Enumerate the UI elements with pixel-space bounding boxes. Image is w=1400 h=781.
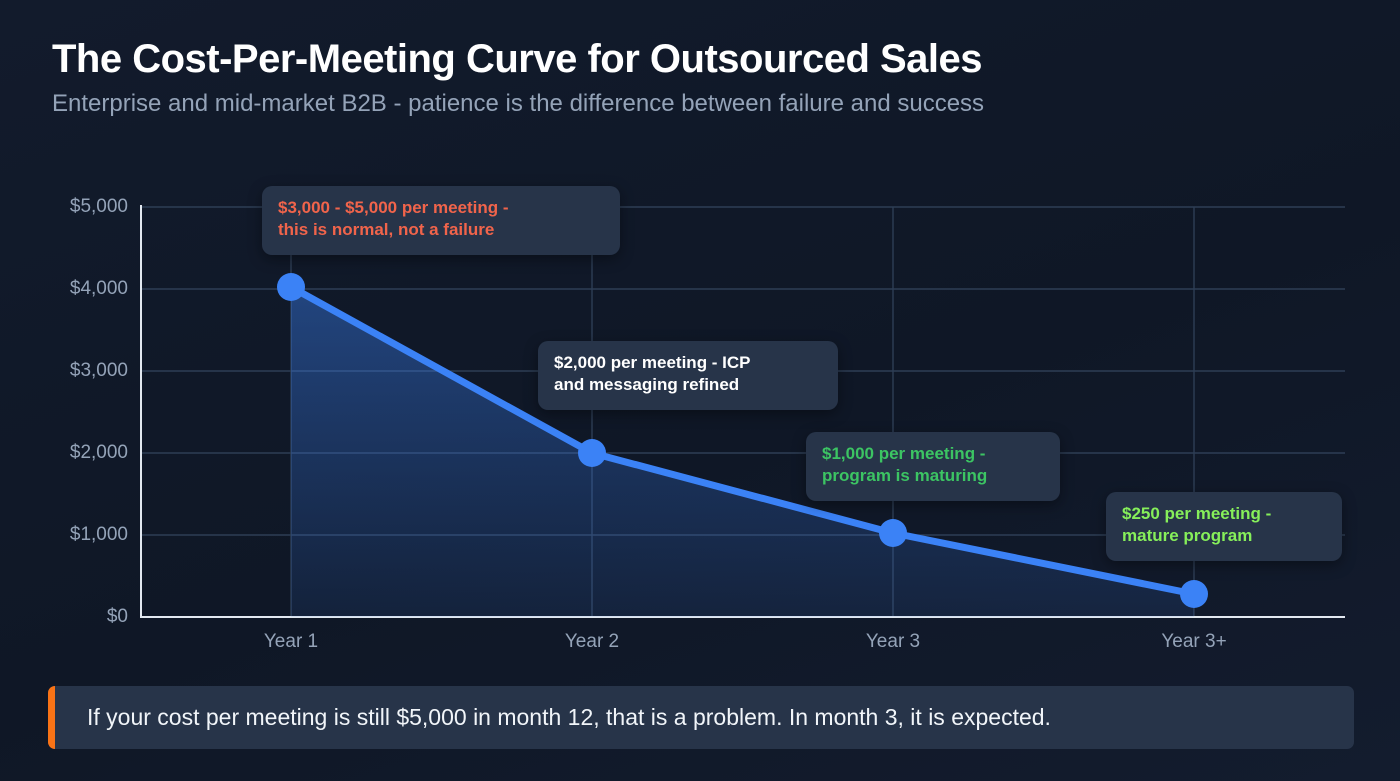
footer-accent-bar [48,686,55,749]
series-area-fill [291,287,1194,617]
y-tick-label: $2,000 [69,442,128,463]
data-point-year-3 [879,519,907,547]
data-point-year-3-plus [1180,580,1208,608]
data-point-year-2 [578,439,606,467]
page-subtitle: Enterprise and mid-market B2B - patience… [52,90,985,117]
y-axis-ticks: $5,000 $4,000 $3,000 $2,000 $1,000 $0 [18,0,128,781]
annotation-callout-year-3: $1,000 per meeting - program is maturing [806,432,1060,501]
annotation-callout-year-2: $2,000 per meeting - ICP and messaging r… [538,341,838,410]
x-tick-label: Year 1 [263,631,319,652]
series-markers [277,273,1208,608]
annotation-callout-year-1: $3,000 - $5,000 per meeting - this is no… [262,186,620,255]
page-title: The Cost-Per-Meeting Curve for Outsource… [52,37,983,81]
header: The Cost-Per-Meeting Curve for Outsource… [52,36,1352,119]
x-tick-label: Year 3 [865,631,921,652]
x-tick-label: Year 2 [564,631,620,652]
y-tick-label: $0 [106,606,128,627]
x-tick-label: Year 3+ [1161,631,1227,652]
y-tick-label: $5,000 [69,196,128,217]
data-point-year-1 [277,273,305,301]
footer-banner: If your cost per meeting is still $5,000… [48,686,1354,749]
y-tick-label: $1,000 [69,524,128,545]
footer-text: If your cost per meeting is still $5,000… [87,704,1051,730]
y-tick-label: $4,000 [69,278,128,299]
y-tick-label: $3,000 [69,360,128,381]
annotation-callout-year-3-plus: $250 per meeting - mature program [1106,492,1342,561]
series-line [287,283,1198,598]
